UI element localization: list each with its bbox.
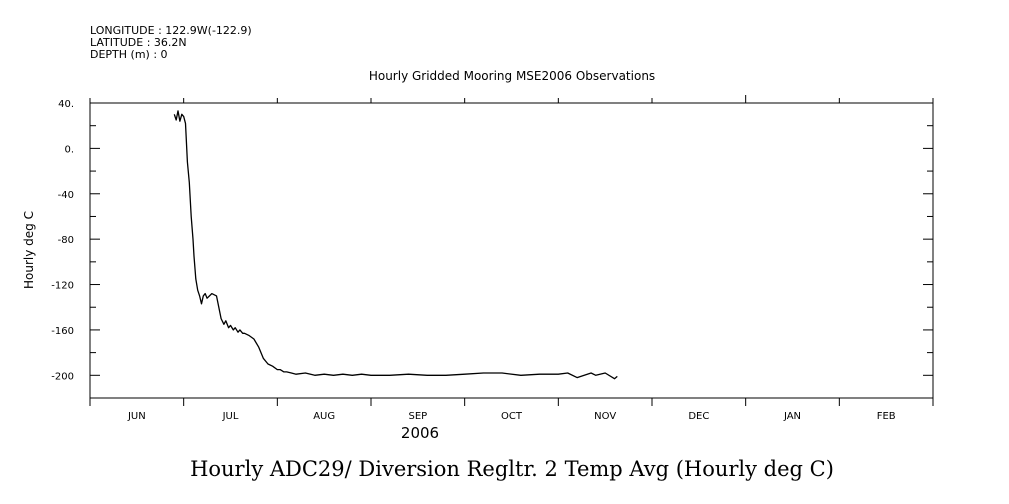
y-tick-label: 0. [64,144,74,155]
series-line [173,110,618,380]
x-tick-label: JAN [783,411,801,422]
x-tick-label: SEP [408,411,427,422]
x-axis-year: 2006 [401,424,439,442]
y-tick-label: -200 [51,371,74,382]
y-tick-label: -120 [51,281,74,292]
y-tick-label: 40. [58,99,74,110]
y-axis-label: Hourly deg C [22,211,36,289]
x-tick-label: DEC [688,411,709,422]
y-tick-label: -40 [58,190,74,201]
plot-frame [89,102,934,399]
x-tick-label: AUG [313,411,335,422]
x-tick-label: JUN [127,411,146,422]
latitude-label: LATITUDE : 36.2N [90,36,187,49]
depth-label: DEPTH (m) : 0 [90,48,168,61]
longitude-label: LONGITUDE : 122.9W(-122.9) [90,24,252,37]
x-tick-label: OCT [501,411,523,422]
chart-title: Hourly Gridded Mooring MSE2006 Observati… [369,69,655,83]
y-axis-ticks: 40. 0. -40 -80 -120 -160 -200 [51,99,933,399]
plot-area [173,110,618,380]
x-axis-ticks: JUN JUL AUG SEP OCT NOV DEC JAN FEB [89,95,934,422]
y-tick-label: -160 [51,326,74,337]
x-tick-label: FEB [877,411,896,422]
chart-caption: Hourly ADC29/ Diversion Regltr. 2 Temp A… [190,457,834,481]
x-tick-label: JUL [222,411,239,422]
x-tick-label: NOV [594,411,616,422]
y-tick-label: -80 [58,235,74,246]
